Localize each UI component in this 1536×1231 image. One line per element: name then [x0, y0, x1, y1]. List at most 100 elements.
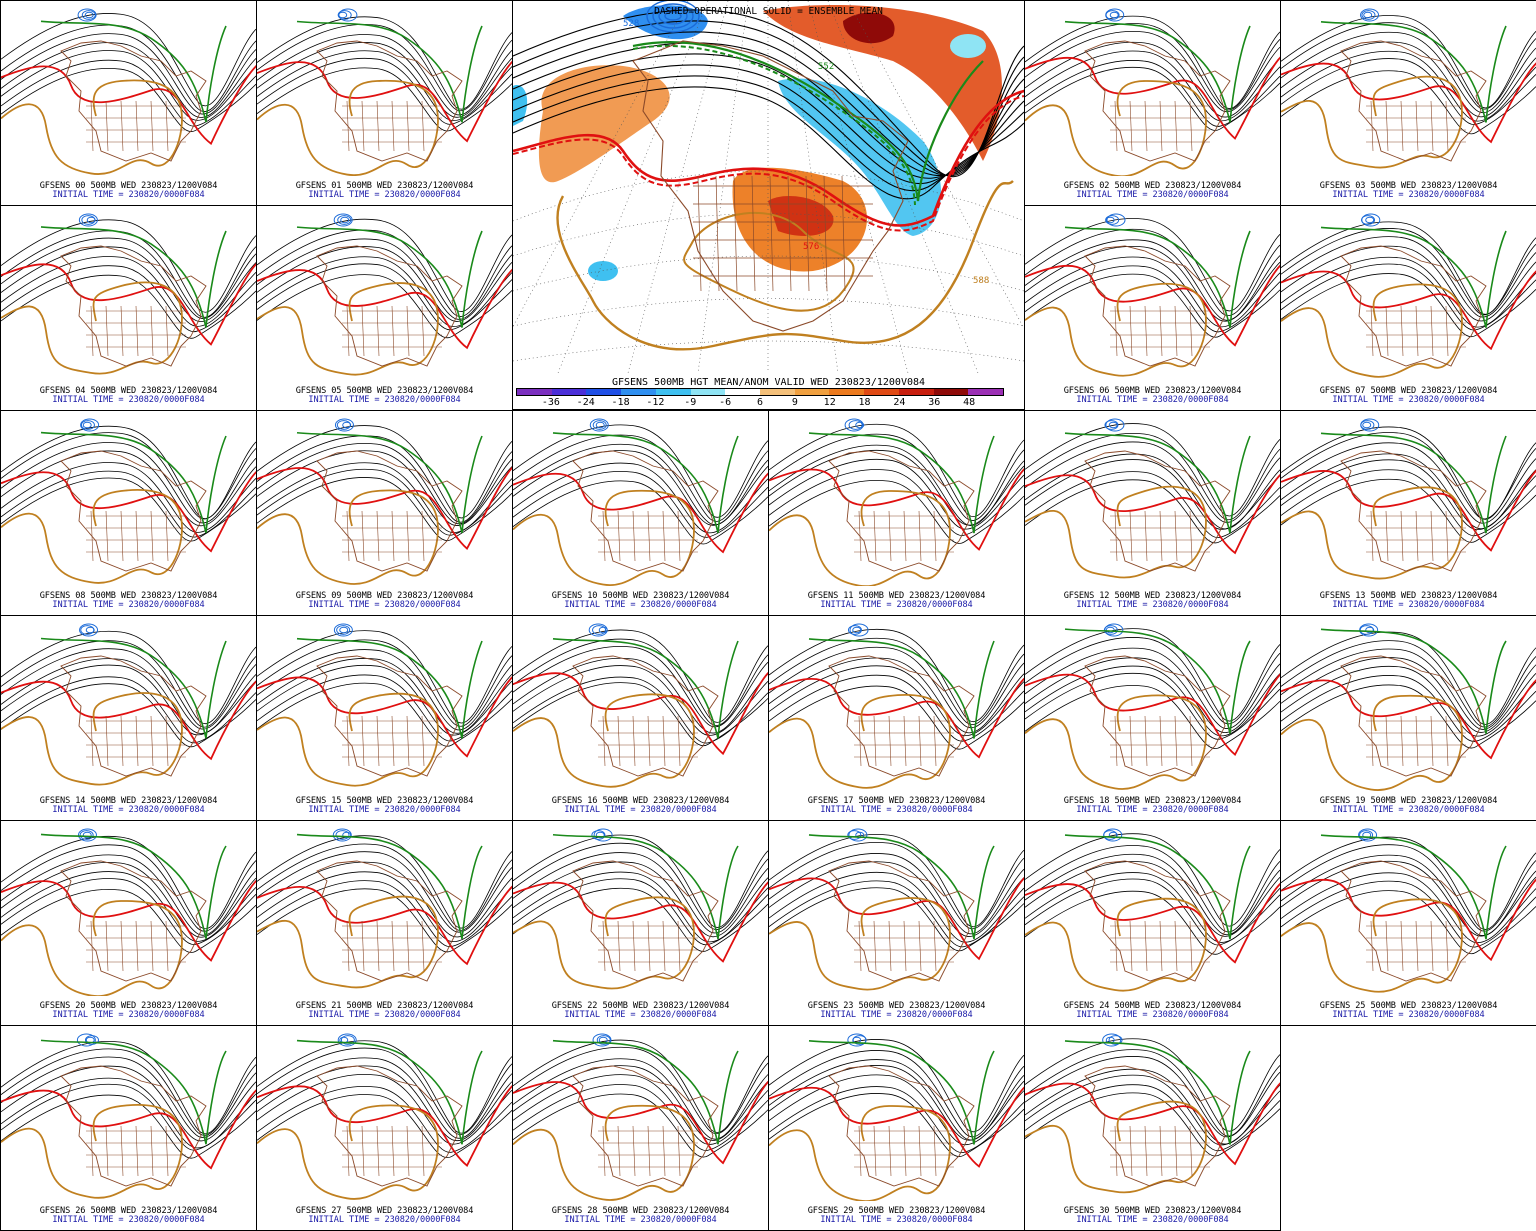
north-america-outline — [60, 245, 207, 367]
colorbar-tick-label: -12 — [646, 397, 665, 408]
height-contour — [1025, 665, 1280, 737]
member-initial-time: INITIAL TIME = 230820/0000F084 — [1076, 395, 1229, 405]
low-center-contour — [1103, 830, 1118, 840]
state-boundary — [1430, 510, 1434, 562]
contour-552 — [296, 226, 483, 328]
colorbar-swatch — [898, 389, 934, 395]
state-boundary — [888, 920, 892, 972]
parallel — [513, 298, 1024, 327]
contour-576 — [1, 680, 256, 761]
north-america-outline — [572, 450, 719, 572]
state-boundary — [1174, 100, 1178, 152]
ensemble-mean-panel: 576 588 552 528 DASHED=OPERATIONAL SOLID = … — [512, 0, 1025, 410]
parallel — [513, 255, 1024, 292]
height-contour — [513, 1046, 768, 1134]
height-contour — [1281, 22, 1536, 110]
state-boundary — [421, 920, 425, 972]
colorbar-labels: -36 -24 -18 -12 -9 -6 6 9 12 18 24 36 48 — [516, 397, 1004, 409]
contour-552 — [1064, 1040, 1251, 1145]
state-boundary — [918, 920, 922, 972]
member-initial-time: INITIAL TIME = 230820/0000F084 — [564, 805, 717, 815]
colorbar-swatch — [760, 389, 795, 395]
member-panel-23: GFSENS 23 500MB WED 230823/1200V084 INITI… — [768, 820, 1025, 1026]
low-center-contour — [1360, 420, 1375, 430]
colorbar-swatch — [551, 389, 587, 395]
member-panel-17: GFSENS 17 500MB WED 230823/1200V084 INITI… — [768, 615, 1025, 821]
height-contour — [1, 274, 256, 339]
parallel — [513, 340, 1024, 362]
low-center-contour — [77, 8, 97, 22]
state-boundary — [1144, 305, 1148, 357]
height-contour — [1281, 442, 1536, 524]
state-boundary — [406, 920, 410, 972]
low-center-contour — [596, 1035, 611, 1045]
state-boundary — [346, 510, 350, 562]
low-center-contour — [1105, 10, 1120, 20]
north-america-outline — [1084, 860, 1231, 982]
contour-576 — [769, 677, 1024, 759]
state-boundary — [346, 1125, 350, 1177]
height-contour — [1281, 426, 1536, 520]
north-america-outline — [1340, 860, 1487, 982]
member-panel-02: GFSENS 02 500MB WED 230823/1200V084 INITI… — [1024, 0, 1281, 206]
height-contour — [1025, 853, 1280, 936]
height-contour — [1, 50, 256, 121]
height-contour — [513, 638, 768, 726]
state-boundary — [165, 305, 169, 357]
low-center-contour — [595, 831, 605, 839]
state-boundary — [406, 305, 410, 357]
colorbar-swatch — [933, 389, 969, 395]
state-boundary — [406, 1125, 410, 1177]
height-contour — [257, 639, 512, 727]
member-initial-time: INITIAL TIME = 230820/0000F084 — [308, 190, 461, 200]
state-boundary — [903, 510, 907, 562]
height-contour — [513, 1058, 768, 1140]
height-contour — [257, 442, 512, 525]
state-boundary — [1400, 920, 1404, 972]
state-boundary — [805, 175, 810, 292]
height-contour — [769, 1065, 1024, 1141]
member-map — [513, 828, 768, 990]
member-map — [513, 1033, 768, 1201]
state-boundary — [1144, 920, 1148, 972]
state-boundary — [165, 1125, 169, 1177]
member-map — [1025, 1033, 1280, 1194]
state-boundary — [873, 920, 877, 972]
low-center-contour — [332, 828, 352, 842]
member-panel-19: GFSENS 19 500MB WED 230823/1200V084 INITI… — [1280, 615, 1536, 821]
north-america-outline — [60, 655, 207, 777]
height-contour — [1025, 861, 1280, 937]
contour-576 — [769, 468, 1024, 551]
height-contour — [513, 887, 768, 952]
state-boundary — [90, 510, 94, 562]
state-boundary — [873, 715, 877, 767]
height-contour — [513, 657, 768, 734]
contour-552 — [552, 1039, 739, 1145]
height-contour — [257, 435, 512, 523]
parallel — [513, 170, 1024, 222]
member-title: GFSENS 27 500MB WED 230823/1200V084 — [295, 1206, 474, 1216]
height-contour — [257, 658, 512, 734]
height-contour — [1, 1077, 256, 1149]
state-boundary — [90, 715, 94, 767]
state-boundary — [1144, 1125, 1148, 1177]
member-title: GFSENS 13 500MB WED 230823/1200V084 — [1319, 591, 1498, 601]
height-contour — [257, 34, 512, 116]
state-boundary — [346, 920, 350, 972]
state-boundary — [150, 100, 154, 152]
height-contour — [1281, 70, 1536, 135]
contour-552 — [40, 226, 227, 328]
contour-576 — [1281, 62, 1536, 144]
member-title: GFSENS 03 500MB WED 230823/1200V084 — [1319, 181, 1498, 191]
height-contour — [769, 479, 1024, 544]
state-boundary — [933, 920, 937, 972]
state-boundary — [1174, 1125, 1178, 1177]
state-boundary — [647, 510, 651, 562]
member-title: GFSENS 05 500MB WED 230823/1200V084 — [295, 386, 474, 396]
low-center-contour — [1105, 418, 1125, 432]
contour-588 — [513, 1104, 695, 1201]
low-center-contour — [340, 216, 350, 224]
contour-588 — [1025, 1100, 1207, 1194]
member-panel-04: GFSENS 04 500MB WED 230823/1200V084 INITI… — [0, 205, 257, 411]
contour-576 — [769, 1086, 1024, 1168]
